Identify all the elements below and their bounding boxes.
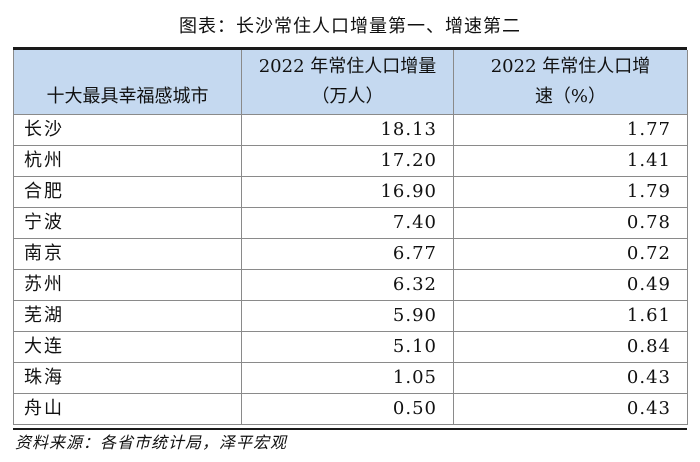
growth-cell: 0.49 [453, 269, 688, 301]
growth-cell: 0.84 [453, 331, 688, 363]
city-cell: 杭州 [13, 145, 242, 177]
header-increase: 2022 年常住人口增量 （万人） [241, 50, 454, 115]
population-table: 十大最具幸福感城市 2022 年常住人口增量 （万人） 2022 年常住人口增 … [13, 50, 688, 425]
header-increase-line2: （万人） [311, 86, 384, 107]
table-row: 珠海 1.05 0.43 [13, 362, 688, 394]
increase-cell: 5.90 [241, 300, 454, 332]
table-row: 宁波 7.40 0.78 [13, 207, 688, 239]
header-increase-line1: 2022 年常住人口增量 [258, 56, 437, 77]
city-cell: 舟山 [13, 393, 242, 425]
header-growth-line2: 速（%） [534, 86, 607, 107]
growth-cell: 0.43 [453, 393, 688, 425]
increase-cell: 6.32 [241, 269, 454, 301]
city-cell: 大连 [13, 331, 242, 363]
city-cell: 珠海 [13, 362, 242, 394]
table-row: 苏州 6.32 0.49 [13, 269, 688, 301]
city-cell: 苏州 [13, 269, 242, 301]
increase-cell: 16.90 [241, 176, 454, 208]
city-cell: 芜湖 [13, 300, 242, 332]
increase-cell: 17.20 [241, 145, 454, 177]
city-cell: 宁波 [13, 207, 242, 239]
table-row: 大连 5.10 0.84 [13, 331, 688, 363]
table-row: 杭州 17.20 1.41 [13, 145, 688, 177]
growth-cell: 1.41 [453, 145, 688, 177]
growth-cell: 1.61 [453, 300, 688, 332]
increase-cell: 0.50 [241, 393, 454, 425]
increase-cell: 18.13 [241, 114, 454, 146]
growth-cell: 0.43 [453, 362, 688, 394]
header-city: 十大最具幸福感城市 [13, 50, 242, 115]
growth-cell: 0.72 [453, 238, 688, 270]
table-row: 长沙 18.13 1.77 [13, 114, 688, 146]
city-cell: 南京 [13, 238, 242, 270]
table-row: 合肥 16.90 1.79 [13, 176, 688, 208]
table-title: 图表：长沙常住人口增量第一、增速第二 [179, 16, 521, 37]
bottom-rule [13, 428, 687, 430]
top-rule [13, 47, 687, 50]
source-note: 资料来源：各省市统计局，泽平宏观 [15, 433, 288, 452]
growth-cell: 0.78 [453, 207, 688, 239]
increase-cell: 5.10 [241, 331, 454, 363]
header-row: 十大最具幸福感城市 2022 年常住人口增量 （万人） 2022 年常住人口增 … [13, 50, 688, 115]
growth-cell: 1.77 [453, 114, 688, 146]
header-city-label: 十大最具幸福感城市 [46, 86, 209, 107]
header-growth: 2022 年常住人口增 速（%） [453, 50, 688, 115]
table-row: 芜湖 5.90 1.61 [13, 300, 688, 332]
table-row: 南京 6.77 0.72 [13, 238, 688, 270]
city-cell: 合肥 [13, 176, 242, 208]
header-growth-line1: 2022 年常住人口增 [490, 56, 651, 77]
growth-cell: 1.79 [453, 176, 688, 208]
table-row: 舟山 0.50 0.43 [13, 393, 688, 425]
city-cell: 长沙 [13, 114, 242, 146]
increase-cell: 6.77 [241, 238, 454, 270]
increase-cell: 1.05 [241, 362, 454, 394]
increase-cell: 7.40 [241, 207, 454, 239]
